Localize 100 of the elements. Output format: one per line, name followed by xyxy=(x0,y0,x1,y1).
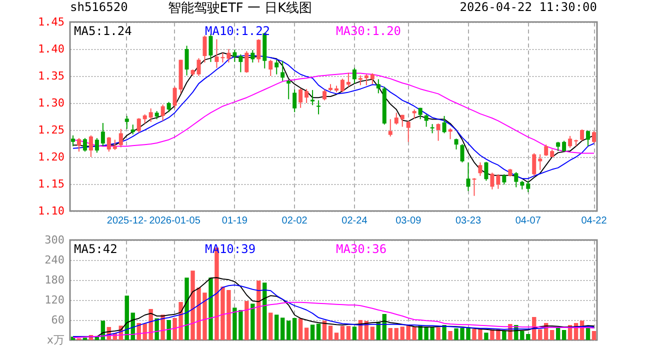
bar xyxy=(328,326,333,340)
candlestick xyxy=(322,89,327,101)
bar xyxy=(280,318,285,340)
y-tick-label: 1.45 xyxy=(38,16,64,28)
candlestick xyxy=(274,59,279,75)
bar xyxy=(268,312,273,340)
candlestick xyxy=(346,72,350,88)
candlestick xyxy=(94,138,99,154)
candlestick xyxy=(376,78,380,94)
candlestick xyxy=(340,78,344,93)
bar xyxy=(184,278,189,340)
bar xyxy=(286,320,291,340)
candlestick xyxy=(490,172,494,190)
candlestick xyxy=(562,140,566,152)
bar xyxy=(388,328,392,340)
bar xyxy=(244,301,249,340)
y-tick-label: 1.20 xyxy=(38,150,64,164)
y-tick-label: 1.15 xyxy=(38,178,64,190)
candlestick xyxy=(232,49,237,62)
bar xyxy=(298,318,303,340)
candlestick xyxy=(316,100,321,115)
candlestick xyxy=(130,124,135,135)
candlestick xyxy=(292,89,297,113)
text: MA5:1.24 xyxy=(74,24,132,38)
candlestick xyxy=(544,144,548,156)
y-tick-label: 300 xyxy=(44,234,64,246)
candlestick xyxy=(454,138,458,150)
candlestick xyxy=(430,124,434,134)
bar xyxy=(256,280,261,340)
y-tick-label: 1.30 xyxy=(38,96,64,110)
x-tick-label: 04-07 xyxy=(515,216,542,226)
bar xyxy=(538,329,542,340)
bar xyxy=(310,324,315,340)
candlestick xyxy=(238,54,243,73)
bar xyxy=(502,331,506,340)
candlestick xyxy=(112,139,117,150)
candlestick xyxy=(76,138,81,152)
candlestick xyxy=(532,152,536,176)
bar xyxy=(166,320,171,340)
x-tick-label: 02-24 xyxy=(342,216,368,226)
candlestick xyxy=(220,52,225,63)
candlestick xyxy=(592,130,596,144)
y-tick-label: 60 xyxy=(51,314,64,326)
candlestick xyxy=(280,60,285,82)
text: MA5:42 xyxy=(74,242,118,256)
candlestick xyxy=(406,120,410,142)
candlestick xyxy=(100,122,105,147)
candlestick xyxy=(538,154,542,170)
bar xyxy=(406,325,410,340)
y-tick-label: x万 xyxy=(46,334,64,346)
bar xyxy=(316,324,321,340)
candlestick xyxy=(118,128,123,148)
candlestick xyxy=(556,141,560,152)
candlestick xyxy=(166,101,171,113)
candlestick xyxy=(82,138,87,152)
y-tick-label: 120 xyxy=(44,294,64,306)
candlestick xyxy=(70,134,75,147)
candlestick xyxy=(136,118,141,134)
candlestick xyxy=(466,162,470,192)
candlestick xyxy=(370,72,374,85)
candlestick xyxy=(214,38,219,68)
candlestick xyxy=(496,174,500,190)
bar xyxy=(412,326,416,340)
series-label: MA10:1.22 xyxy=(205,24,270,38)
candlestick xyxy=(256,38,261,63)
bar xyxy=(436,327,440,340)
candlestick xyxy=(424,114,428,128)
candlestick xyxy=(124,115,129,130)
bar xyxy=(586,328,590,340)
bar xyxy=(340,326,345,340)
candlestick xyxy=(502,174,506,186)
bar xyxy=(304,328,309,340)
x-tick-label: 2026-01-05 xyxy=(149,216,201,226)
candlestick xyxy=(478,162,482,176)
candlestick xyxy=(286,79,291,100)
bar xyxy=(352,326,357,340)
bar xyxy=(400,326,404,340)
candlestick xyxy=(448,128,452,140)
candlestick xyxy=(484,161,488,182)
x-tick-label: 2025-12- xyxy=(106,216,147,226)
x-tick-label: 03-09 xyxy=(396,216,422,226)
candlestick xyxy=(202,35,207,63)
y-tick-label: 1.25 xyxy=(38,124,64,136)
bar xyxy=(274,314,279,340)
bar xyxy=(250,304,255,340)
candlestick xyxy=(298,88,303,108)
chart-title: 智能驾驶ETF 一 日K线图 xyxy=(168,1,312,16)
candlestick xyxy=(526,180,530,193)
candlestick xyxy=(394,112,398,126)
candlestick xyxy=(196,58,201,76)
candlestick xyxy=(250,50,255,63)
bar xyxy=(484,332,488,340)
candlestick xyxy=(184,45,189,76)
candlestick xyxy=(388,118,392,137)
line-series xyxy=(72,302,595,338)
bar xyxy=(556,328,560,340)
bar xyxy=(262,282,267,340)
bar xyxy=(346,326,351,340)
candlestick xyxy=(106,136,111,152)
candlestick xyxy=(472,178,476,196)
